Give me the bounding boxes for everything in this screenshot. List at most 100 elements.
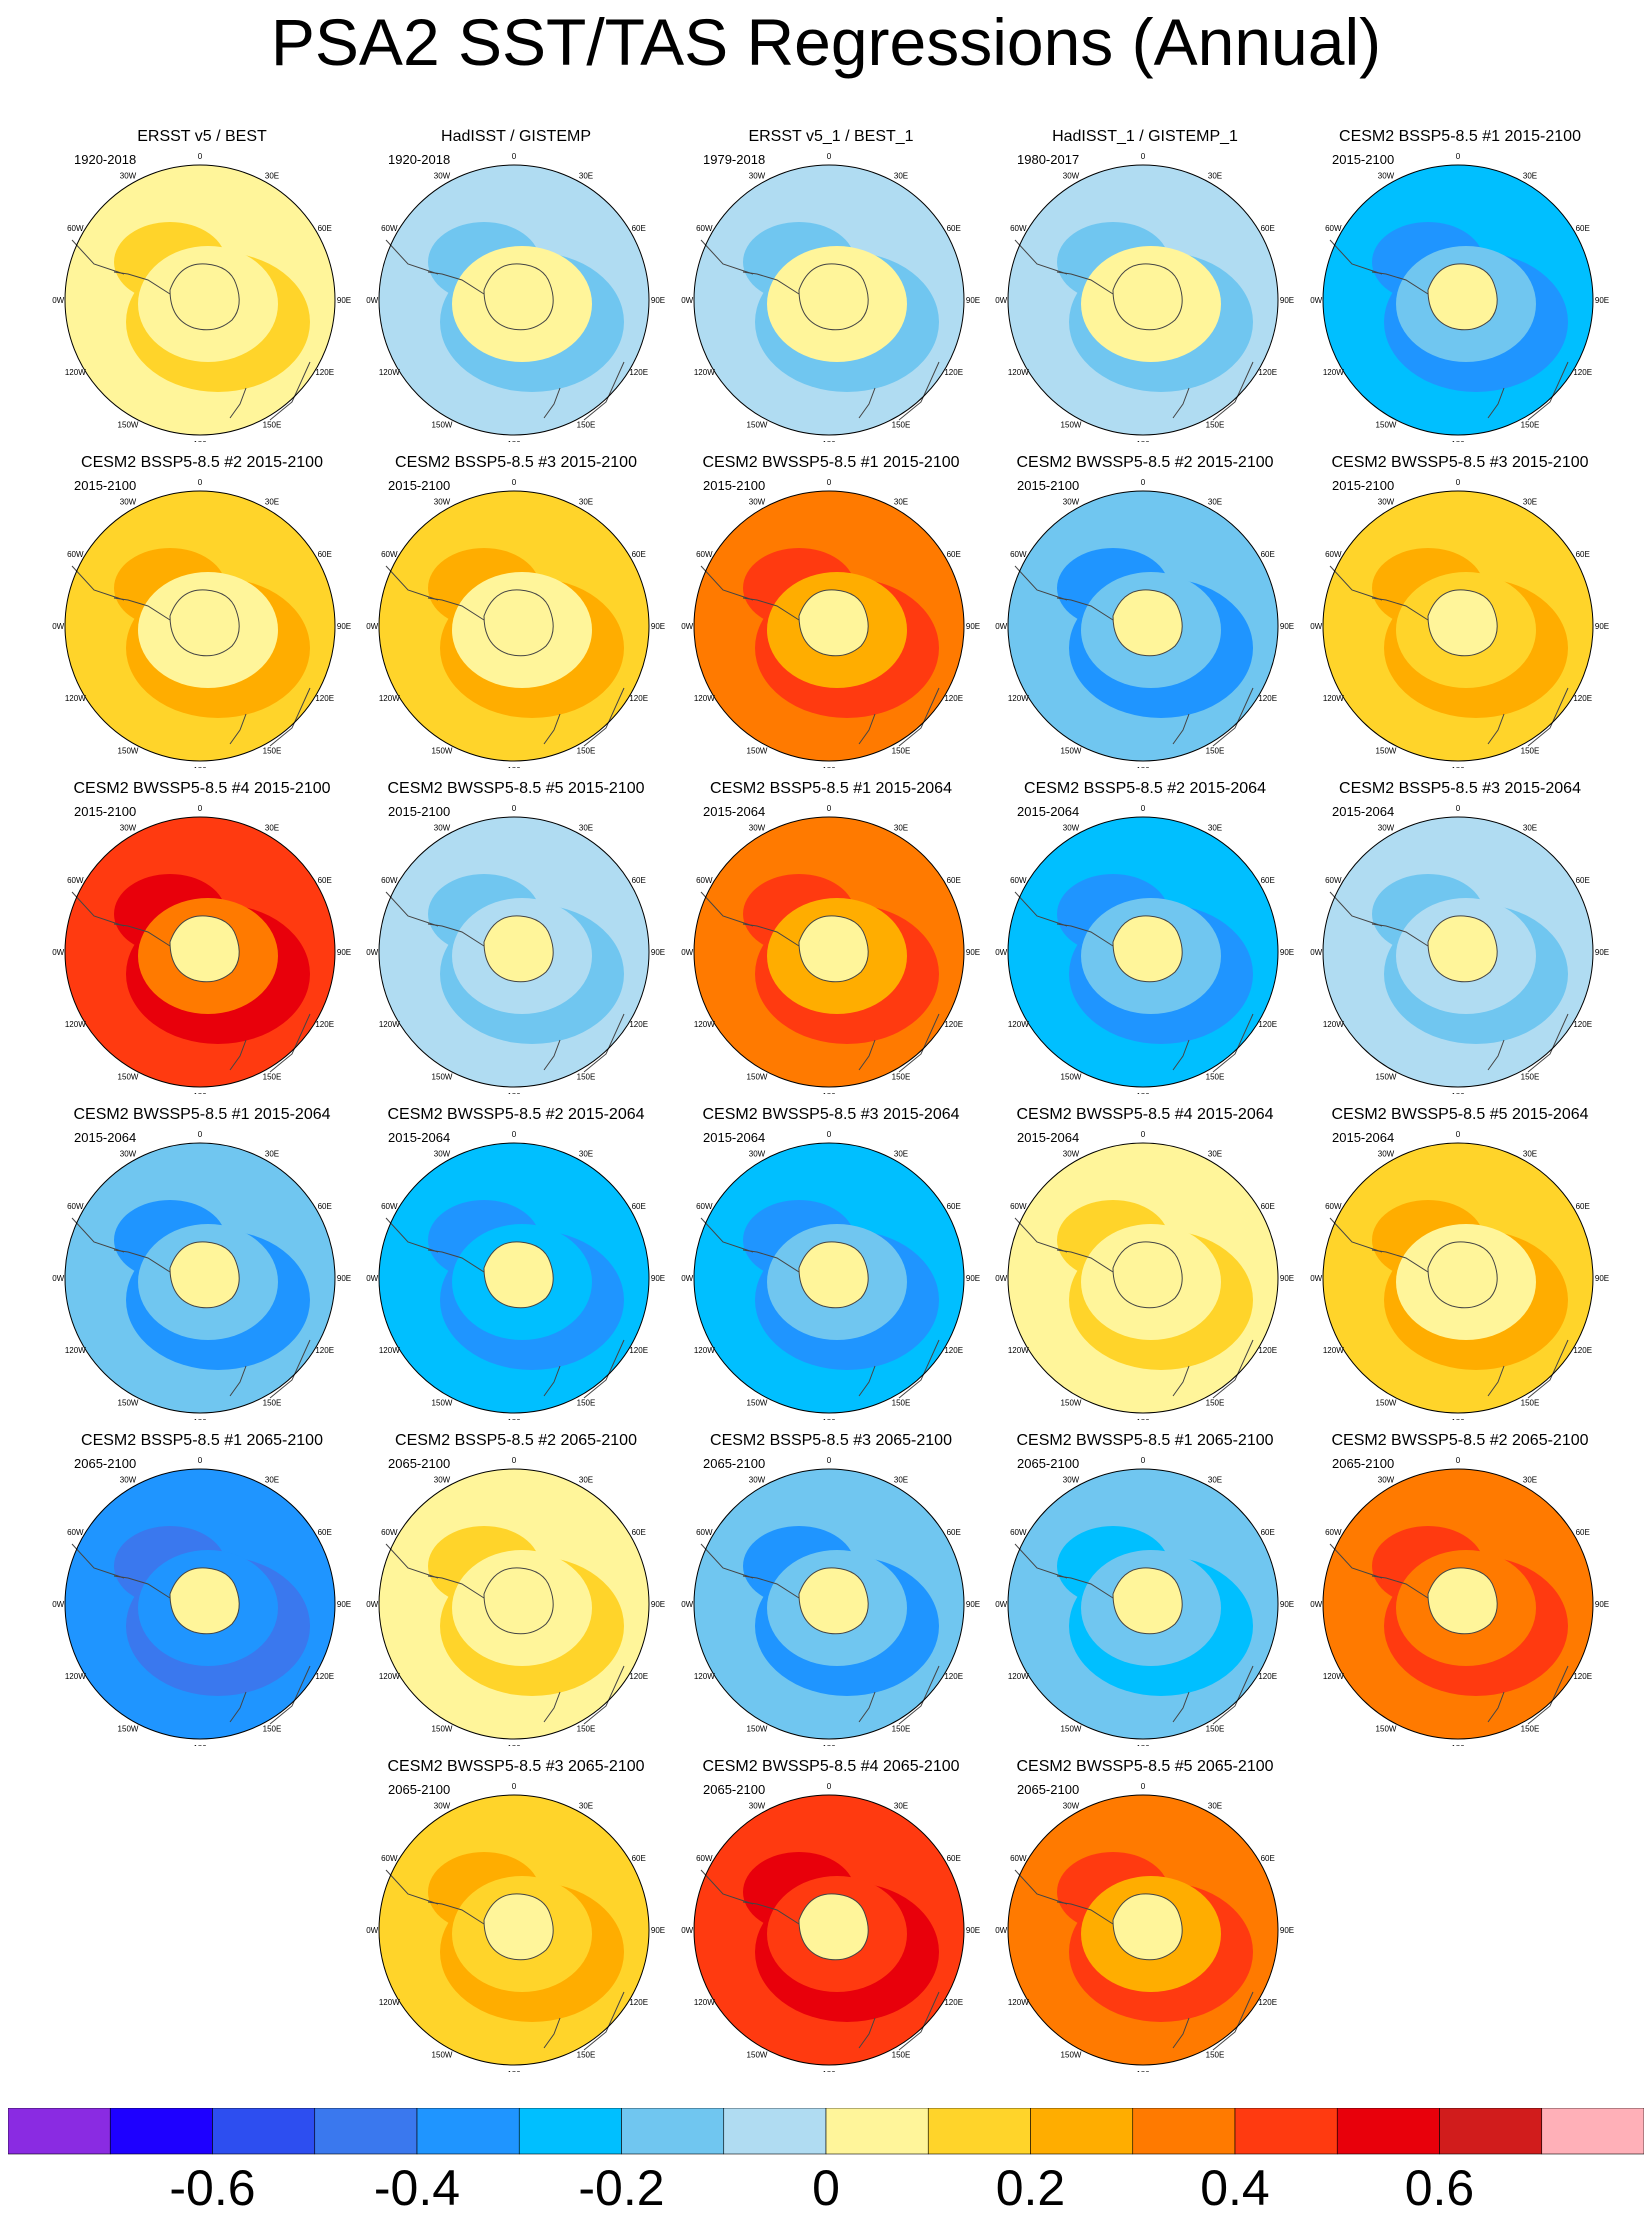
panel-title: CESM2 BWSSP5-8.5 #3 2015-2100 xyxy=(1331,454,1589,471)
colorbar-swatch xyxy=(518,2108,622,2155)
longitude-label: 150W xyxy=(1376,747,1397,756)
longitude-label: 120E xyxy=(944,1672,963,1681)
longitude-label: 90W xyxy=(681,296,694,305)
longitude-label: 30W xyxy=(1063,1149,1080,1158)
map-panel: ERSST v5 / BEST 1920-2018 0 30E 60E 90E 120E 15… xyxy=(52,128,352,446)
longitude-label: 120E xyxy=(629,1672,648,1681)
longitude-label: 90W xyxy=(366,948,379,957)
longitude-label: 120W xyxy=(694,1998,715,2007)
colorbar-swatch xyxy=(621,2108,725,2155)
longitude-label: 120E xyxy=(1573,368,1592,377)
longitude-label: 60W xyxy=(1010,550,1027,559)
longitude-label: 150E xyxy=(577,1399,596,1408)
longitude-label: 60E xyxy=(632,1854,646,1863)
longitude-label: 120E xyxy=(1258,1346,1277,1355)
panel-title: CESM2 BWSSP5-8.5 #4 2065-2100 xyxy=(702,1758,960,1775)
longitude-label: 60E xyxy=(947,876,961,885)
panel-period: 2015-2100 xyxy=(1332,478,1395,493)
longitude-label: 180 xyxy=(507,1418,521,1420)
australia-coastline xyxy=(1527,687,1569,747)
panel-period: 2065-2100 xyxy=(703,1456,766,1471)
longitude-label: 60E xyxy=(318,224,332,233)
polar-map: 0 30E 60E 90E 120E 150E 180 150W 120W 90W 60W 30W xyxy=(681,478,980,768)
map-panel: CESM2 BSSP5-8.5 #1 2015-2100 2015-2100 0 30… xyxy=(1310,128,1610,446)
longitude-label: 150W xyxy=(1376,1073,1397,1082)
longitude-label: 30W xyxy=(120,1149,137,1158)
map-border xyxy=(1007,1468,1279,1740)
longitude-label: 90W xyxy=(681,622,694,631)
map-panel: CESM2 BWSSP5-8.5 #5 2015-2064 2015-2064 0 3… xyxy=(1310,1106,1610,1424)
longitude-label: 180 xyxy=(507,1744,521,1746)
australia-coastline xyxy=(898,1013,940,1073)
longitude-label: 60E xyxy=(1261,224,1275,233)
colorbar-tick-label: -0.2 xyxy=(578,2160,665,2216)
panel-title: CESM2 BWSSP5-8.5 #2 2015-2064 xyxy=(387,1106,645,1123)
longitude-label: 150E xyxy=(892,1073,911,1082)
longitude-label: 150W xyxy=(1061,1073,1082,1082)
longitude-label: 120E xyxy=(315,368,334,377)
page-title: PSA2 SST/TAS Regressions (Annual) xyxy=(270,5,1382,79)
australia-coastline xyxy=(1212,687,1254,747)
new-zealand-coastline xyxy=(543,387,561,419)
longitude-label: 120W xyxy=(65,368,86,377)
longitude-label: 0 xyxy=(512,478,517,487)
longitude-label: 60W xyxy=(67,876,84,885)
longitude-label: 90E xyxy=(1595,1600,1609,1609)
new-zealand-coastline xyxy=(858,1691,876,1723)
map-border xyxy=(1322,1142,1594,1414)
longitude-label: 0 xyxy=(1456,478,1461,487)
new-zealand-coastline xyxy=(543,1365,561,1397)
longitude-label: 30W xyxy=(1378,1149,1395,1158)
longitude-label: 90E xyxy=(337,1274,351,1283)
new-zealand-coastline xyxy=(858,1365,876,1397)
longitude-label: 150W xyxy=(1061,1399,1082,1408)
south-america-coastline xyxy=(700,1543,754,1579)
longitude-label: 30W xyxy=(1378,171,1395,180)
south-america-coastline xyxy=(1014,1543,1068,1579)
longitude-label: 120E xyxy=(629,1020,648,1029)
polar-map: 0 30E 60E 90E 120E 150E 180 150W 120W 90W 60W 30W xyxy=(1310,478,1609,768)
longitude-label: 30E xyxy=(579,1801,593,1810)
map-border xyxy=(64,1468,336,1740)
longitude-label: 60E xyxy=(318,550,332,559)
new-zealand-coastline xyxy=(229,1039,247,1071)
longitude-label: 120W xyxy=(1323,1346,1344,1355)
antarctica-coastline xyxy=(483,589,554,657)
longitude-label: 120W xyxy=(1323,1020,1344,1029)
panel-period: 2065-2100 xyxy=(74,1456,137,1471)
longitude-label: 150E xyxy=(892,421,911,430)
longitude-label: 150E xyxy=(263,1073,282,1082)
longitude-label: 180 xyxy=(193,1744,207,1746)
longitude-label: 60E xyxy=(318,1528,332,1537)
longitude-label: 120W xyxy=(379,1672,400,1681)
new-zealand-coastline xyxy=(858,1039,876,1071)
longitude-label: 30W xyxy=(749,171,766,180)
longitude-label: 90W xyxy=(366,1274,379,1283)
panel-title: ERSST v5_1 / BEST_1 xyxy=(748,128,914,145)
panel-title: CESM2 BWSSP5-8.5 #5 2065-2100 xyxy=(1016,1758,1274,1775)
longitude-label: 30E xyxy=(1208,497,1222,506)
longitude-label: 150W xyxy=(118,1073,139,1082)
longitude-label: 30W xyxy=(1378,497,1395,506)
south-america-coastline xyxy=(71,1543,125,1579)
australia-coastline xyxy=(583,1013,625,1073)
polar-map: 0 30E 60E 90E 120E 150E 180 150W 120W 90W 60W 30W xyxy=(1310,804,1609,1094)
panel-title: CESM2 BWSSP5-8.5 #2 2015-2100 xyxy=(1016,454,1274,471)
longitude-label: 30W xyxy=(434,171,451,180)
panel-title: CESM2 BWSSP5-8.5 #3 2015-2064 xyxy=(702,1106,960,1123)
panel-period: 1920-2018 xyxy=(74,152,137,167)
longitude-label: 60W xyxy=(67,1528,84,1537)
longitude-label: 120E xyxy=(315,1020,334,1029)
map-panel: CESM2 BWSSP5-8.5 #4 2015-2100 2015-2100 0 3… xyxy=(52,780,352,1098)
longitude-label: 90E xyxy=(966,1274,980,1283)
antarctica-coastline xyxy=(1427,915,1498,983)
polar-map: 0 30E 60E 90E 120E 150E 180 150W 120W 90W 60W 30W xyxy=(995,1130,1294,1420)
longitude-label: 90E xyxy=(1280,1274,1294,1283)
map-border xyxy=(1007,164,1279,436)
longitude-label: 180 xyxy=(1136,2070,1150,2072)
polar-map: 0 30E 60E 90E 120E 150E 180 150W 120W 90W 60W 30W xyxy=(52,1130,351,1420)
map-panel: CESM2 BWSSP5-8.5 #2 2015-2100 2015-2100 0 3… xyxy=(995,454,1295,772)
longitude-label: 60W xyxy=(381,550,398,559)
longitude-label: 60E xyxy=(1261,550,1275,559)
longitude-label: 60W xyxy=(696,550,713,559)
